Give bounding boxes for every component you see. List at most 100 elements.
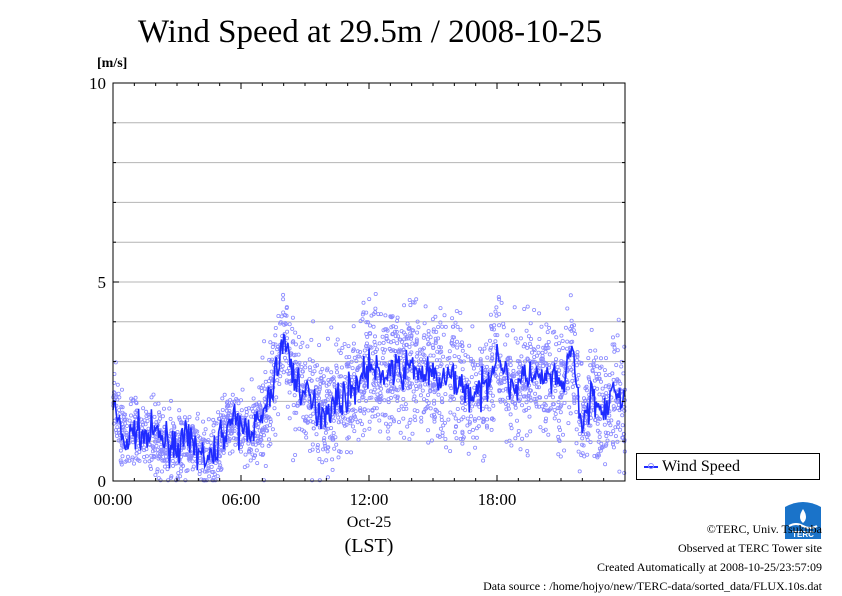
wind-speed-sample-point	[566, 421, 571, 426]
wind-speed-sample-point	[395, 334, 400, 339]
wind-speed-sample-point	[320, 460, 325, 465]
wind-speed-sample-point	[568, 293, 573, 298]
wind-speed-sample-point	[157, 454, 162, 459]
wind-speed-sample-point	[157, 412, 162, 417]
wind-speed-sample-point	[120, 454, 125, 459]
wind-speed-sample-point	[389, 325, 394, 330]
wind-speed-sample-point	[576, 449, 581, 454]
wind-speed-sample-point	[421, 335, 426, 340]
wind-speed-sample-point	[159, 469, 164, 474]
wind-speed-sample-point	[293, 352, 298, 357]
wind-speed-sample-point	[227, 408, 232, 413]
wind-speed-sample-point	[261, 451, 266, 456]
wind-speed-sample-point	[526, 393, 531, 398]
wind-speed-sample-point	[563, 390, 568, 395]
wind-speed-sample-point	[483, 368, 488, 373]
wind-speed-sample-point	[195, 416, 200, 421]
wind-speed-sample-point	[510, 399, 515, 404]
wind-speed-sample-point	[315, 377, 320, 382]
wind-speed-sample-point	[162, 464, 167, 469]
wind-speed-sample-point	[513, 436, 518, 441]
wind-speed-sample-point	[558, 410, 563, 415]
wind-speed-sample-point	[596, 439, 601, 444]
wind-speed-sample-point	[599, 379, 604, 384]
wind-speed-sample-point	[393, 334, 398, 339]
wind-speed-sample-point	[342, 341, 347, 346]
wind-speed-sample-point	[311, 426, 316, 431]
wind-speed-sample-point	[290, 326, 295, 331]
wind-speed-sample-point	[356, 437, 361, 442]
wind-speed-sample-point	[437, 350, 442, 355]
wind-speed-sample-point	[239, 408, 244, 413]
wind-speed-sample-point	[260, 443, 265, 448]
wind-speed-sample-point	[520, 436, 525, 441]
wind-speed-sample-point	[153, 402, 158, 407]
wind-speed-sample-point	[447, 349, 452, 354]
wind-speed-sample-point	[527, 341, 532, 346]
wind-speed-sample-point	[529, 336, 534, 341]
wind-speed-sample-point	[505, 333, 510, 338]
wind-speed-sample-point	[118, 458, 123, 463]
wind-speed-sample-point	[285, 329, 290, 334]
wind-speed-sample-point	[508, 363, 513, 368]
wind-speed-sample-point	[265, 415, 270, 420]
wind-speed-sample-point	[281, 310, 286, 315]
wind-speed-sample-point	[611, 377, 616, 382]
wind-speed-sample-point	[613, 434, 618, 439]
wind-speed-sample-point	[390, 389, 395, 394]
wind-speed-sample-point	[115, 425, 120, 430]
y-tick-label: 10	[89, 74, 106, 93]
wind-speed-sample-point	[250, 442, 255, 447]
wind-speed-sample-point	[431, 412, 436, 417]
wind-speed-sample-point	[253, 442, 258, 447]
wind-speed-sample-point	[134, 456, 139, 461]
wind-speed-sample-point	[362, 411, 367, 416]
wind-speed-sample-point	[315, 443, 320, 448]
wind-speed-sample-point	[466, 451, 471, 456]
wind-speed-sample-point	[375, 398, 380, 403]
wind-speed-sample-point	[226, 410, 231, 415]
wind-speed-sample-point	[384, 337, 389, 342]
wind-speed-sample-point	[602, 422, 607, 427]
wind-speed-sample-point	[574, 427, 579, 432]
wind-speed-sample-point	[574, 358, 579, 363]
wind-speed-sample-point	[557, 348, 562, 353]
wind-speed-sample-point	[603, 430, 608, 435]
wind-speed-sample-point	[460, 348, 465, 353]
wind-speed-sample-point	[211, 475, 216, 480]
wind-speed-sample-point	[403, 402, 408, 407]
wind-speed-sample-point	[418, 384, 423, 389]
wind-speed-sample-point	[431, 345, 436, 350]
wind-speed-sample-point	[458, 310, 463, 315]
wind-speed-sample-point	[572, 400, 577, 405]
wind-speed-sample-point	[302, 398, 307, 403]
wind-speed-sample-point	[518, 336, 523, 341]
wind-speed-sample-point	[569, 318, 574, 323]
wind-speed-sample-point	[537, 395, 542, 400]
wind-speed-sample-point	[282, 322, 287, 327]
wind-speed-sample-point	[345, 436, 350, 441]
wind-speed-sample-point	[257, 410, 262, 415]
wind-speed-sample-point	[510, 374, 515, 379]
wind-speed-sample-point	[472, 418, 477, 423]
wind-speed-sample-point	[295, 403, 300, 408]
wind-speed-sample-point	[455, 406, 460, 411]
wind-speed-sample-point	[443, 324, 448, 329]
wind-speed-sample-point	[431, 382, 436, 387]
wind-speed-sample-point	[448, 394, 453, 399]
wind-speed-sample-point	[350, 418, 355, 423]
wind-speed-sample-point	[526, 334, 531, 339]
wind-speed-sample-point	[344, 355, 349, 360]
wind-speed-sample-point	[452, 412, 457, 417]
wind-speed-sample-point	[425, 393, 430, 398]
wind-speed-sample-point	[326, 445, 331, 450]
wind-speed-sample-point	[480, 349, 485, 354]
wind-speed-sample-point	[475, 363, 480, 368]
wind-speed-sample-point	[438, 345, 443, 350]
wind-speed-sample-point	[439, 396, 444, 401]
wind-speed-sample-point	[474, 402, 479, 407]
wind-speed-sample-point	[350, 348, 355, 353]
wind-speed-sample-point	[588, 440, 593, 445]
wind-speed-sample-point	[372, 406, 377, 411]
wind-speed-sample-point	[594, 374, 599, 379]
